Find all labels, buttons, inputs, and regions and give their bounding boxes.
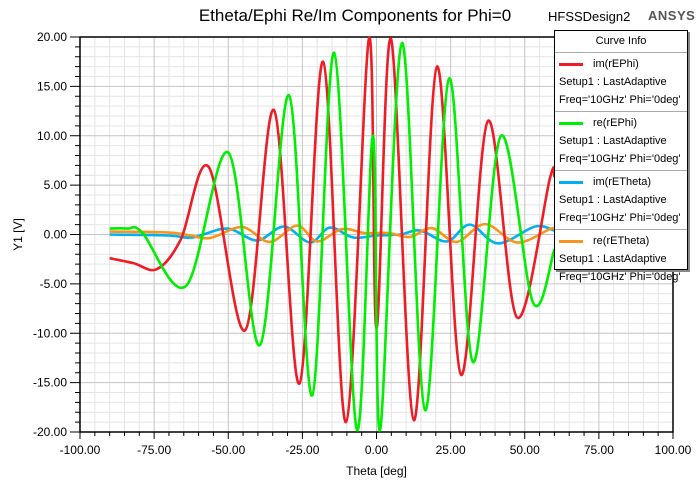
legend-swatch	[559, 239, 583, 243]
y-tick-label: 5.00	[44, 178, 68, 192]
legend-params: Freq='10GHz' Phi='0deg'	[559, 212, 681, 224]
x-tick-label: 0.00	[365, 443, 389, 457]
legend-series-name: im(rEPhi)	[593, 58, 639, 70]
x-axis-label: Theta [deg]	[346, 464, 407, 478]
legend-setup: Setup1 : LastAdaptive	[559, 135, 667, 147]
legend-params: Freq='10GHz' Phi='0deg'	[559, 271, 681, 283]
legend-setup: Setup1 : LastAdaptive	[559, 76, 667, 88]
x-tick-label: 50.00	[510, 443, 540, 457]
legend-params: Freq='10GHz' Phi='0deg'	[559, 153, 681, 165]
x-tick-label: -50.00	[211, 443, 245, 457]
legend[interactable]: Curve Info im(rEPhi) Setup1 : LastAdaptiv…	[554, 30, 688, 283]
y-tick-label: -10.00	[33, 326, 67, 340]
legend-series-name: re(rETheta)	[593, 235, 650, 247]
y-tick-label: 10.00	[37, 129, 67, 143]
brand-logo: ANSYS	[648, 8, 696, 23]
design-name: HFSSDesign2	[548, 9, 631, 24]
x-tick-label: -25.00	[285, 443, 319, 457]
y-axis-label: Y1 [V]	[11, 218, 25, 251]
chart-title: Etheta/Ephi Re/Im Components for Phi=0	[198, 6, 512, 25]
legend-title: Curve Info	[555, 31, 687, 53]
legend-swatch	[559, 121, 583, 125]
x-tick-label: -75.00	[137, 443, 171, 457]
legend-series-name: im(rETheta)	[593, 176, 652, 188]
series-line-re-rephi	[109, 41, 556, 432]
y-tick-label: 15.00	[37, 79, 67, 93]
series-line-re-retheta	[109, 222, 556, 244]
legend-entry[interactable]: re(rETheta) Setup1 : LastAdaptive Freq='10…	[555, 230, 687, 288]
series-line-im-retheta	[109, 223, 555, 245]
legend-setup: Setup1 : LastAdaptive	[559, 253, 667, 265]
x-tick-label: -100.00	[60, 443, 101, 457]
y-tick-label: -5.00	[40, 277, 68, 291]
legend-params: Freq='10GHz' Phi='0deg'	[559, 94, 681, 106]
legend-series-name: re(rEPhi)	[593, 117, 638, 129]
y-tick-label: 20.00	[37, 30, 67, 44]
y-tick-label: 0.00	[44, 228, 68, 242]
legend-entry[interactable]: re(rEPhi) Setup1 : LastAdaptive Freq='10GH…	[555, 112, 687, 171]
x-tick-label: 75.00	[584, 443, 614, 457]
legend-swatch	[559, 180, 583, 184]
x-tick-label: 25.00	[436, 443, 466, 457]
y-tick-label: -20.00	[33, 425, 67, 439]
x-tick-label: 100.00	[655, 443, 692, 457]
y-tick-label: -15.00	[33, 376, 67, 390]
legend-entry[interactable]: im(rEPhi) Setup1 : LastAdaptive Freq='10GH…	[555, 53, 687, 112]
legend-setup: Setup1 : LastAdaptive	[559, 194, 667, 206]
legend-entry[interactable]: im(rETheta) Setup1 : LastAdaptive Freq='10…	[555, 171, 687, 230]
legend-swatch	[559, 62, 583, 66]
